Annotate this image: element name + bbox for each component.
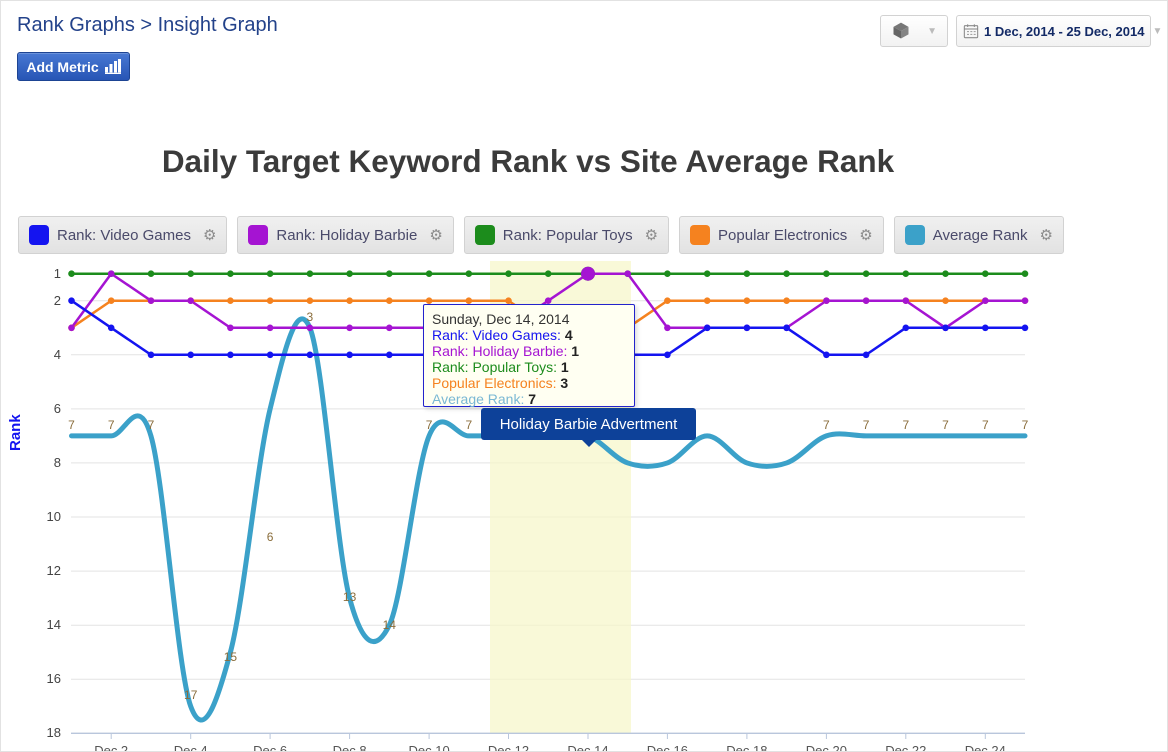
svg-text:14: 14 (47, 617, 61, 632)
svg-text:7: 7 (982, 418, 989, 432)
svg-text:7: 7 (108, 418, 115, 432)
svg-text:1: 1 (54, 266, 61, 281)
svg-text:15: 15 (224, 650, 238, 664)
svg-text:13: 13 (343, 590, 357, 604)
svg-text:Dec 6: Dec 6 (253, 743, 287, 752)
svg-text:14: 14 (383, 618, 397, 632)
svg-text:10: 10 (47, 509, 61, 524)
svg-text:7: 7 (426, 418, 433, 432)
svg-text:Dec 12: Dec 12 (488, 743, 529, 752)
svg-text:8: 8 (54, 455, 61, 470)
svg-text:6: 6 (54, 401, 61, 416)
svg-text:17: 17 (184, 688, 198, 702)
svg-text:Dec 4: Dec 4 (174, 743, 208, 752)
svg-text:Dec 2: Dec 2 (94, 743, 128, 752)
svg-text:Dec 22: Dec 22 (885, 743, 926, 752)
svg-text:6: 6 (267, 530, 274, 544)
svg-text:12: 12 (47, 563, 61, 578)
svg-text:4: 4 (54, 347, 61, 362)
svg-text:Dec 14: Dec 14 (567, 743, 608, 752)
svg-text:7: 7 (465, 418, 472, 432)
svg-text:Dec 24: Dec 24 (965, 743, 1006, 752)
svg-text:7: 7 (823, 418, 830, 432)
svg-text:7: 7 (902, 418, 909, 432)
svg-text:7: 7 (942, 418, 949, 432)
svg-text:Dec 18: Dec 18 (726, 743, 767, 752)
svg-text:7: 7 (68, 418, 75, 432)
svg-text:Dec 10: Dec 10 (408, 743, 449, 752)
svg-text:16: 16 (47, 671, 61, 686)
svg-text:3: 3 (307, 310, 314, 324)
svg-text:7: 7 (148, 418, 155, 432)
svg-text:2: 2 (54, 293, 61, 308)
svg-text:Dec 8: Dec 8 (333, 743, 367, 752)
svg-text:Dec 20: Dec 20 (806, 743, 847, 752)
svg-text:18: 18 (47, 725, 61, 740)
svg-text:7: 7 (863, 418, 870, 432)
svg-text:Dec 16: Dec 16 (647, 743, 688, 752)
svg-text:7: 7 (1022, 418, 1029, 432)
